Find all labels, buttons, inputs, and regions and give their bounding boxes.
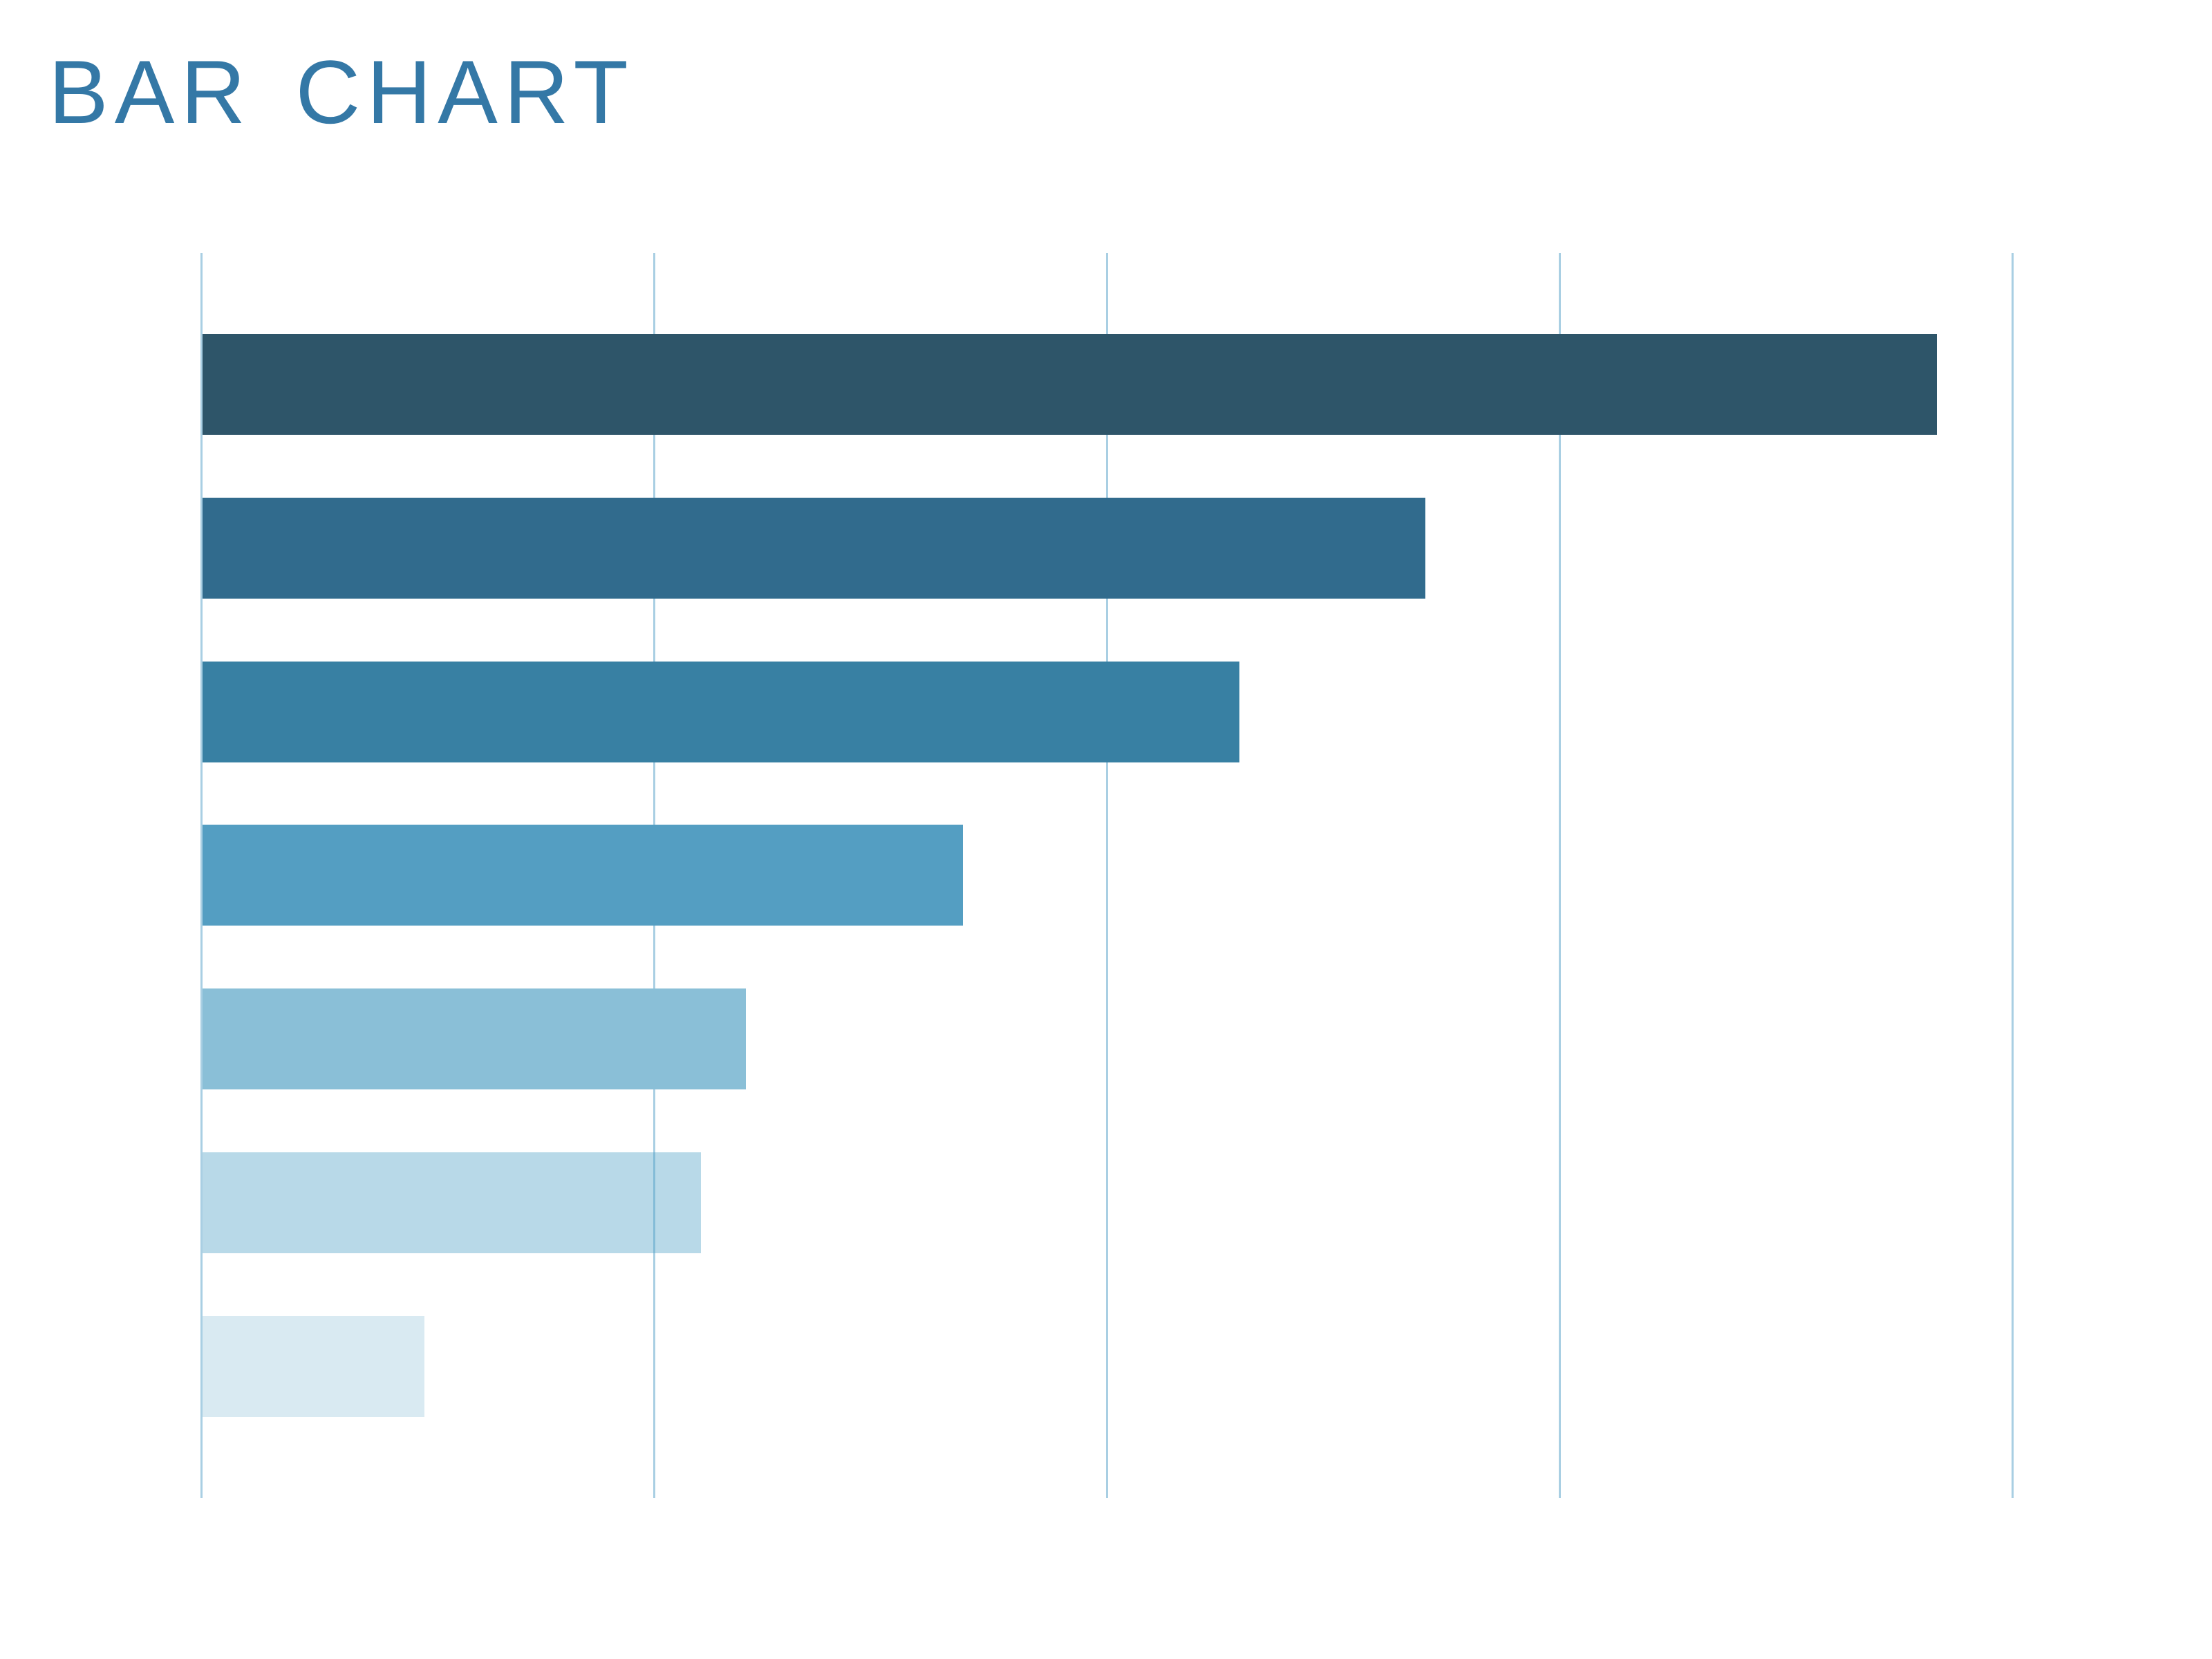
bar-2	[203, 498, 1425, 599]
bar-4	[203, 825, 963, 926]
bar-3	[203, 662, 1239, 762]
gridline-0	[200, 253, 203, 1498]
bar-chart-plot-area	[200, 253, 2014, 1498]
page-title: BAR CHART	[48, 41, 635, 142]
bar-5	[203, 988, 746, 1089]
bar-7	[203, 1316, 424, 1417]
bar-6	[203, 1152, 701, 1253]
bar-1	[203, 334, 1937, 435]
gridline-2	[1106, 253, 1108, 1498]
gridline-4	[2012, 253, 2014, 1498]
gridline-3	[1559, 253, 1561, 1498]
